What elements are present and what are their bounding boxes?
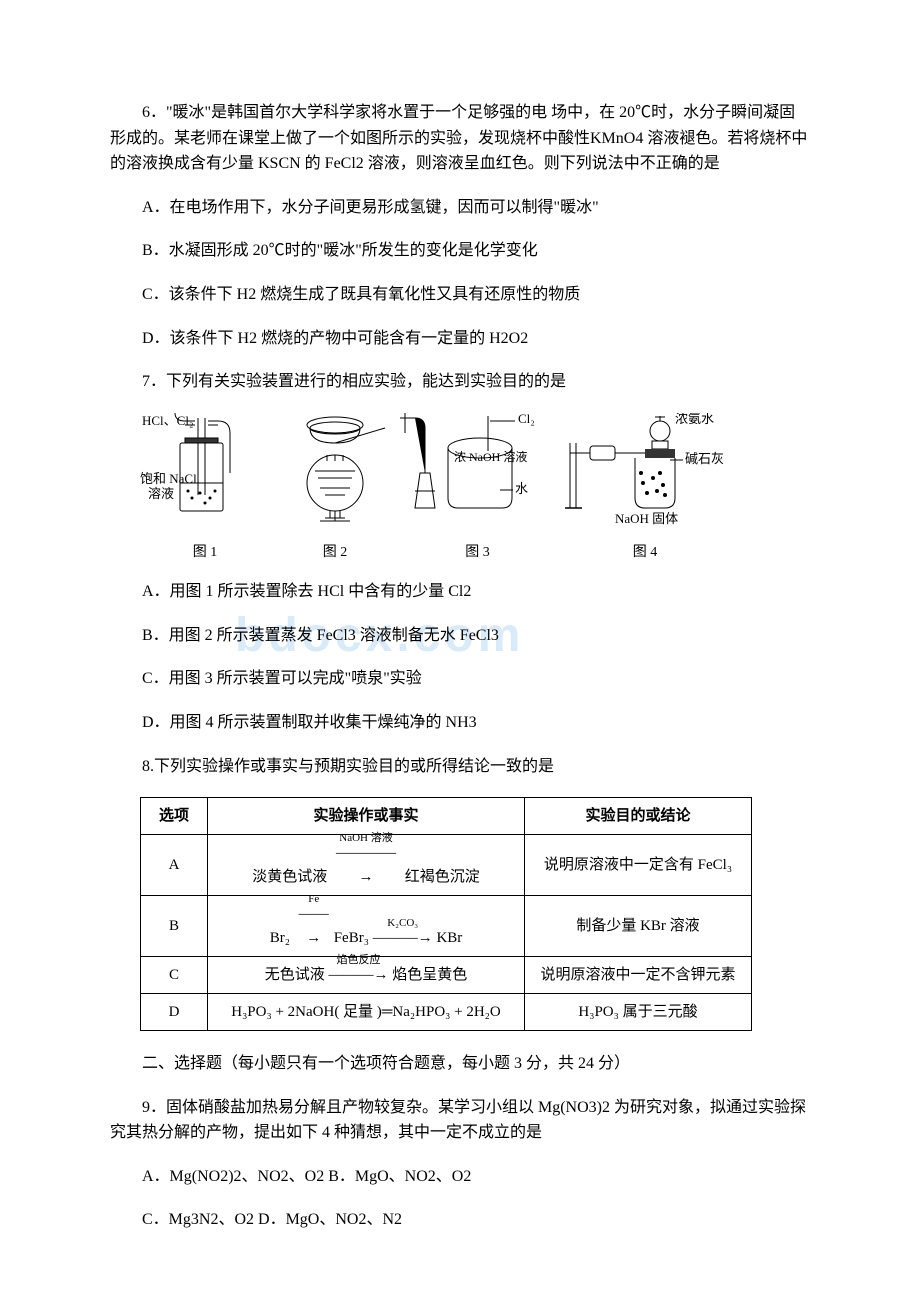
fig4-caption: 图 4	[633, 542, 658, 564]
q8-b-l1: Br₂	[270, 930, 290, 946]
q8-b-t1: Fe	[294, 891, 334, 909]
q9-opt-ab: A．Mg(NO2)2、NO2、O2 B．MgO、NO2、O2	[110, 1164, 810, 1190]
fig4-mid-label: 碱石灰	[685, 451, 724, 466]
q6-stem: 6．"暖冰"是韩国首尔大学科学家将水置于一个足够强的电 场中，在 20℃时，水分…	[110, 100, 810, 177]
figure-3: Cl₂ 浓 NaOH 溶液 水 图 3	[400, 413, 555, 564]
table-row: B Br₂ Fe ——→ FeBr₃ K₂CO₃ ———→ KBr 制备少量 K…	[141, 896, 752, 957]
fig1-liq-l2: 溶液	[148, 486, 174, 501]
q8-d-op: H₃PO₃ + 2NaOH( 足量 )═Na₂HPO₃ + 2H₂O	[208, 994, 525, 1031]
fig1-liq-l1: 饱和 NaCl	[140, 471, 197, 486]
q6-opt-a: A．在电场作用下，水分子间更易形成氢键，因而可以制得"暖冰"	[110, 195, 810, 221]
q8-d-opt: D	[141, 994, 208, 1031]
fig3-gas-label: Cl₂	[518, 413, 535, 426]
section-2-heading: 二、选择题（每小题只有一个选项符合题意，每小题 3 分，共 24 分）	[110, 1051, 810, 1077]
q8-b-m1: FeBr₃	[334, 930, 369, 946]
q8-b-opt: B	[141, 896, 208, 957]
figure-4: 浓氨水 碱石灰 NaOH 固体 图 4	[565, 413, 725, 564]
q7-opt-d: D．用图 4 所示装置制取并收集干燥纯净的 NH3	[110, 710, 810, 736]
fig4-top-label: 浓氨水	[675, 413, 714, 426]
q8-c-right: 焰色呈黄色	[392, 967, 467, 983]
table-row: 选项 实验操作或事实 实验目的或结论	[141, 798, 752, 835]
figure-1: HCl、Cl₂ 饱和 NaCl 溶液 图 1	[140, 413, 270, 564]
q8-table: 选项 实验操作或事实 实验目的或结论 A 淡黄色试液 NaOH 溶液 ————→…	[140, 797, 752, 1031]
q7-figures: HCl、Cl₂ 饱和 NaCl 溶液 图 1 图 2 Cl₂ 浓 NaOH 溶液…	[140, 413, 810, 564]
q7-stem: 7．下列有关实验装置进行的相应实验，能达到实验目的的是	[110, 369, 810, 395]
q8-h0: 选项	[141, 798, 208, 835]
q9-opt-cd: C．Mg3N2、O2 D．MgO、NO2、N2	[110, 1207, 810, 1233]
q7-opt-c: C．用图 3 所示装置可以完成"喷泉"实验	[110, 666, 810, 692]
q8-h1: 实验操作或事实	[208, 798, 525, 835]
figure-2: 图 2	[280, 413, 390, 564]
q8-c-opt: C	[141, 957, 208, 994]
q6-opt-b: B．水凝固形成 20℃时的"暖冰"所发生的变化是化学变化	[110, 238, 810, 264]
table-row: D H₃PO₃ + 2NaOH( 足量 )═Na₂HPO₃ + 2H₂O H₃P…	[141, 994, 752, 1031]
q8-a-op: 淡黄色试液 NaOH 溶液 ————→ 红褐色沉淀	[208, 835, 525, 896]
q8-c-top: 焰色反应	[329, 952, 389, 970]
fig1-in-label: HCl、Cl₂	[142, 413, 194, 428]
q9-stem: 9．固体硝酸盐加热易分解且产物较复杂。某学习小组以 Mg(NO3)2 为研究对象…	[110, 1095, 810, 1146]
table-row: A 淡黄色试液 NaOH 溶液 ————→ 红褐色沉淀 说明原溶液中一定含有 F…	[141, 835, 752, 896]
fig4-bot-label: NaOH 固体	[615, 511, 678, 526]
q8-b-r1: KBr	[436, 930, 462, 946]
q8-a-opt: A	[141, 835, 208, 896]
q7-opt-b: B．用图 2 所示装置蒸发 FeCl3 溶液制备无水 FeCl3	[110, 623, 810, 649]
q8-a-top: NaOH 溶液	[331, 830, 401, 848]
fig2-caption: 图 2	[323, 542, 348, 564]
q8-b-t2: K₂CO₃	[373, 915, 433, 933]
q8-c-left: 无色试液	[265, 967, 325, 983]
q6-opt-d: D．该条件下 H2 燃烧的产物中可能含有一定量的 H2O2	[110, 326, 810, 352]
fig3-bot-label: 水	[515, 481, 528, 496]
fig3-top-label: 浓 NaOH 溶液	[454, 449, 527, 464]
q7-opt-a: A．用图 1 所示装置除去 HCl 中含有的少量 Cl2	[110, 579, 810, 605]
q8-h2: 实验目的或结论	[525, 798, 752, 835]
q8-d-concl: H₃PO₃ 属于三元酸	[525, 994, 752, 1031]
fig3-caption: 图 3	[465, 542, 490, 564]
table-row: C 无色试液 焰色反应 ———→ 焰色呈黄色 说明原溶液中一定不含钾元素	[141, 957, 752, 994]
q8-c-concl: 说明原溶液中一定不含钾元素	[525, 957, 752, 994]
q8-c-op: 无色试液 焰色反应 ———→ 焰色呈黄色	[208, 957, 525, 994]
q8-b-concl: 制备少量 KBr 溶液	[525, 896, 752, 957]
q8-a-left: 淡黄色试液	[252, 869, 327, 885]
q8-a-concl: 说明原溶液中一定含有 FeCl₃	[525, 835, 752, 896]
fig1-caption: 图 1	[193, 542, 218, 564]
q8-stem: 8.下列实验操作或事实与预期实验目的或所得结论一致的是	[110, 754, 810, 780]
q8-a-right: 红褐色沉淀	[405, 869, 480, 885]
q6-opt-c: C．该条件下 H2 燃烧生成了既具有氧化性又具有还原性的物质	[110, 282, 810, 308]
q8-b-op: Br₂ Fe ——→ FeBr₃ K₂CO₃ ———→ KBr	[208, 896, 525, 957]
